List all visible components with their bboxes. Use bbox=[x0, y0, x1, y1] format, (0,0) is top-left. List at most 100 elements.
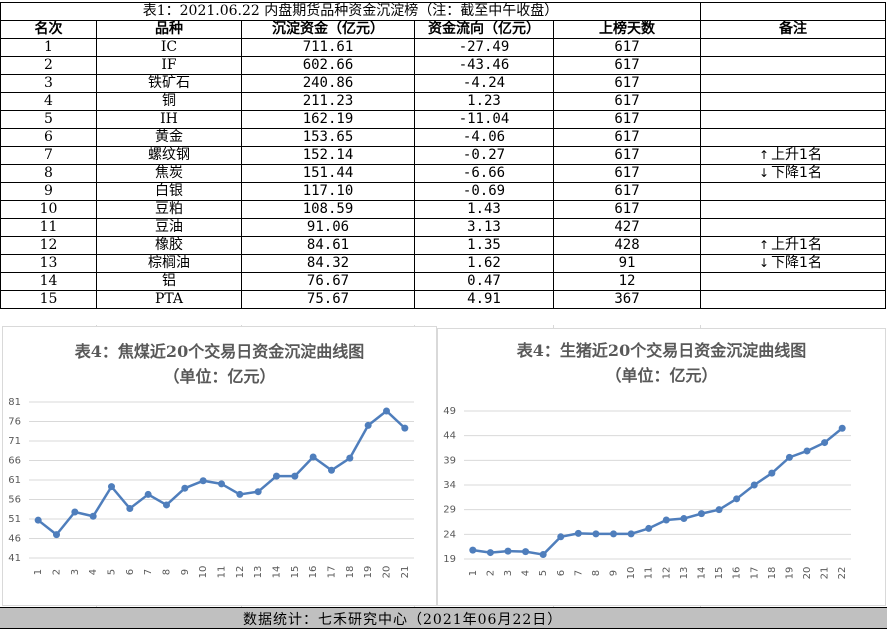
data-point bbox=[750, 481, 758, 489]
x-tick-label: 8 bbox=[162, 569, 173, 575]
data-point bbox=[89, 512, 97, 520]
x-tick-label: 1 bbox=[33, 569, 44, 575]
data-point bbox=[254, 488, 262, 496]
x-tick-label: 17 bbox=[749, 567, 760, 580]
x-tick-label: 15 bbox=[290, 566, 301, 579]
x-tick-label: 19 bbox=[363, 566, 374, 579]
y-tick-label: 44 bbox=[443, 431, 456, 442]
coking-coal-chart[interactable]: 表4：焦煤近20个交易日资金沉淀曲线图 （单位：亿元） 41 46 51 56 61 66 71… bbox=[2, 326, 437, 606]
x-tick-label: 17 bbox=[327, 566, 338, 579]
arrow-up-icon: ↑ bbox=[759, 148, 770, 162]
data-point bbox=[662, 516, 670, 524]
y-tick-label: 49 bbox=[443, 406, 456, 417]
x-tick-label: 20 bbox=[802, 567, 813, 580]
ranking-table: 表1：2021.06.22 内盘期货品种资金沉淀榜（注：截至中午收盘） 名次 品种… bbox=[0, 2, 886, 309]
table-row: 13 棕榈油 84.32 1.62 91 ↓ 下降1名 bbox=[0, 254, 886, 273]
variety-cell: 铝 bbox=[96, 272, 242, 291]
footer-text: 数据统计：七禾研究中心（2021年06月22日） bbox=[243, 612, 563, 628]
sediment-cell: 711.61 bbox=[241, 38, 415, 57]
note-text: 上升1名 bbox=[771, 147, 822, 164]
x-tick-label: 10 bbox=[198, 566, 209, 579]
data-point bbox=[401, 424, 409, 432]
note-cell bbox=[700, 38, 886, 57]
data-point bbox=[645, 524, 653, 532]
y-tick-label: 41 bbox=[8, 553, 21, 564]
x-tick-label: 16 bbox=[732, 567, 743, 580]
y-tick-label: 29 bbox=[443, 505, 456, 516]
note-cell: ↓ 下降1名 bbox=[700, 164, 886, 183]
y-tick-label: 71 bbox=[8, 436, 21, 447]
x-tick-label: 16 bbox=[308, 566, 319, 579]
rank-cell: 2 bbox=[0, 56, 97, 75]
table-row: 3 铁矿石 240.86 -4.24 617 bbox=[0, 74, 886, 93]
table-row: 9 白银 117.10 -0.69 617 bbox=[0, 182, 886, 201]
table-row: 4 铜 211.23 1.23 617 bbox=[0, 92, 886, 111]
live-hog-chart[interactable]: 表4：生猪近20个交易日资金沉淀曲线图 （单位：亿元） 19 24 29 34 39 44 49… bbox=[437, 328, 886, 606]
x-tick-label: 12 bbox=[661, 567, 672, 580]
data-point bbox=[592, 530, 600, 538]
x-tick-label: 21 bbox=[820, 567, 831, 580]
sediment-cell: 84.32 bbox=[241, 254, 415, 273]
data-point bbox=[181, 484, 189, 492]
sediment-cell: 75.67 bbox=[241, 290, 415, 309]
rank-cell: 6 bbox=[0, 128, 97, 147]
x-tick-label: 14 bbox=[696, 567, 707, 580]
y-tick-label: 51 bbox=[8, 514, 21, 525]
x-tick-label: 3 bbox=[70, 569, 81, 575]
note-cell bbox=[700, 128, 886, 147]
x-tick-label: 7 bbox=[143, 569, 154, 575]
variety-cell: IF bbox=[96, 56, 242, 75]
column-header: 备注 bbox=[700, 20, 886, 39]
sediment-cell: 108.59 bbox=[241, 200, 415, 219]
data-point bbox=[126, 504, 134, 512]
table-row: 12 橡胶 84.61 1.35 428 ↑ 上升1名 bbox=[0, 236, 886, 255]
rank-cell: 11 bbox=[0, 218, 97, 237]
variety-cell: IC bbox=[96, 38, 242, 57]
data-point bbox=[309, 453, 317, 461]
sediment-cell: 162.19 bbox=[241, 110, 415, 129]
data-point bbox=[522, 548, 530, 556]
x-tick-label: 15 bbox=[714, 567, 725, 580]
variety-cell: 黄金 bbox=[96, 128, 242, 147]
days-cell: 91 bbox=[553, 254, 701, 273]
variety-cell: 豆油 bbox=[96, 218, 242, 237]
column-header: 名次 bbox=[0, 20, 97, 39]
data-point bbox=[838, 424, 846, 432]
note-text: 下降1名 bbox=[771, 255, 822, 272]
table-row: 5 IH 162.19 -11.04 617 bbox=[0, 110, 886, 129]
flow-cell: -11.04 bbox=[414, 110, 554, 129]
x-tick-label: 9 bbox=[180, 569, 191, 575]
rank-cell: 5 bbox=[0, 110, 97, 129]
chart-title: 表4：焦煤近20个交易日资金沉淀曲线图 bbox=[74, 342, 364, 361]
days-cell: 428 bbox=[553, 236, 701, 255]
data-point bbox=[557, 533, 565, 541]
data-point bbox=[610, 530, 618, 538]
x-tick-label: 1 bbox=[468, 570, 479, 576]
table-row: 14 铝 76.67 0.47 12 bbox=[0, 272, 886, 291]
sediment-cell: 153.65 bbox=[241, 128, 415, 147]
y-tick-label: 81 bbox=[8, 397, 21, 408]
data-point bbox=[539, 551, 547, 559]
x-tick-label: 7 bbox=[573, 570, 584, 576]
data-point bbox=[504, 547, 512, 555]
data-point bbox=[328, 466, 335, 474]
data-point bbox=[383, 407, 390, 415]
flow-cell: -4.24 bbox=[414, 74, 554, 93]
y-tick-label: 76 bbox=[8, 417, 21, 428]
y-tick-label: 66 bbox=[8, 456, 21, 467]
sediment-cell: 602.66 bbox=[241, 56, 415, 75]
variety-cell: 焦炭 bbox=[96, 164, 242, 183]
days-cell: 617 bbox=[553, 146, 701, 165]
x-tick-label: 10 bbox=[626, 567, 637, 580]
table-row: 6 黄金 153.65 -4.06 617 bbox=[0, 128, 886, 147]
y-tick-label: 61 bbox=[8, 475, 21, 486]
sediment-cell: 152.14 bbox=[241, 146, 415, 165]
column-header: 沉淀资金（亿元） bbox=[241, 20, 415, 39]
table-row: 7 螺纹钢 152.14 -0.27 617 ↑ 上升1名 bbox=[0, 146, 886, 165]
days-cell: 617 bbox=[553, 164, 701, 183]
column-header: 品种 bbox=[96, 20, 242, 39]
sediment-cell: 240.86 bbox=[241, 74, 415, 93]
data-point bbox=[821, 439, 829, 447]
variety-cell: 白银 bbox=[96, 182, 242, 201]
